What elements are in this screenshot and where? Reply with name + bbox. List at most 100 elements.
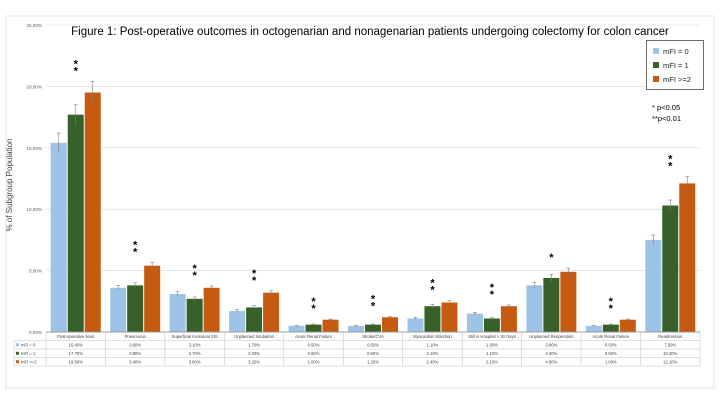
table-cell: 2.10% [486,359,498,364]
bar-mfi0 [585,325,602,332]
bar-mfi0 [169,293,186,332]
bar-mfi2 [679,183,696,332]
table-cell: 0.60% [308,351,320,356]
significance-marker: * [430,285,435,297]
bar-mfi2 [500,306,517,332]
table-cell: 17.70% [69,351,83,356]
significance-marker: * [133,240,138,252]
bar-mfi2 [144,265,161,332]
significance-marker: * [609,303,614,315]
table-cell: 0.50% [308,342,320,347]
significance-marker: * [252,268,257,280]
x-tick-label: Acute Renal Failure [592,334,629,339]
table-cell: 1.20% [367,359,379,364]
legend-item-mfi1: mFI = 1 [653,59,689,71]
table-cell: 1.10% [486,351,498,356]
significance-note-double: **p<0.01 [652,114,681,123]
legend-swatch-mfi1 [653,62,659,68]
y-tick-label: 15.00% [26,146,42,151]
legend-swatch-mfi2 [653,76,659,82]
table-cell: 3.20% [248,359,260,364]
significance-marker: * [133,247,138,259]
bar-mfi2 [560,271,577,332]
bar-mfi0 [288,325,305,332]
table-cell: 19.50% [69,359,83,364]
significance-marker: * [609,296,614,308]
y-tick-label: 5.00% [29,269,42,274]
table-cell: 1.00% [308,359,320,364]
table-cell: 10.30% [663,351,677,356]
table-cell: 4.40% [545,351,557,356]
table-legend-key-mfi2 [16,360,19,364]
table-cell: 3.10% [189,342,201,347]
legend-item-mfi2: mFI >=2 [653,73,691,85]
table-legend-key-mfi0 [16,343,19,347]
x-tick-label: Still in Hospital > 30 Days [468,334,516,339]
table-cell: 3.60% [189,359,201,364]
error-bars [56,81,690,327]
bar-mfi1 [365,324,381,332]
legend-label-mfi0: mFI = 0 [663,46,689,56]
significance-marker: * [430,278,435,290]
x-tick-label: Myocardial Infarction [413,334,452,339]
table-cell: 0.50% [605,342,617,347]
bar-mfi2 [84,92,101,332]
data-table: Post-operative Ileus Pneumonia Superficial… [13,331,701,367]
table-cell: 12.10% [663,359,677,364]
bar-mfi1 [424,306,441,332]
table-row-label-mfi2: mFI >=2 [21,359,37,364]
significance-marker: * [74,65,79,77]
bar-mfi1 [305,324,322,332]
table-cell: 4.90% [545,359,557,364]
bar-mfi2 [263,292,280,332]
significance-marker: * [668,154,673,166]
table-cell: 2.00% [248,351,260,356]
bar-mfi1 [246,307,263,332]
x-tick-label: Stroke/CVA [362,334,384,339]
table-cell: 7.50% [664,342,676,347]
significance-marker: * [192,270,197,282]
legend-item-mfi0: mFI = 0 [653,45,689,57]
x-tick-label: Superficial Incisional SSI [172,334,218,339]
x-tick-label: Post-operative Ileus [57,334,94,339]
bar-mfi1 [602,324,619,332]
bar-mfi0 [645,239,662,332]
y-tick-label: 25.00% [26,23,42,28]
significance-marker: * [192,263,197,275]
table-cell: 5.40% [129,359,141,364]
table-cell: 1.00% [605,359,617,364]
bar-mfi0 [348,325,364,332]
y-tick-label: 20.00% [26,84,42,89]
significance-marker: * [490,282,495,294]
significance-marker: * [252,275,257,287]
legend-label-mfi1: mFI = 1 [663,60,689,70]
bar-mfi2 [322,319,339,332]
significance-marker: * [668,161,673,173]
x-tick-label: Readmission [658,334,683,339]
bar-mfi1 [127,285,144,332]
y-tick-label: 0.00% [29,330,42,335]
significance-marker: * [311,303,316,315]
significance-marker: * [549,252,554,264]
bar-mfi0 [229,311,246,332]
bar-mfi2 [619,319,636,332]
y-tick-label: 10.00% [26,207,42,212]
bars [50,92,696,332]
y-axis-label: % of Subgroup Population [5,139,14,232]
bar-mfi2 [382,317,398,332]
bar-mfi1 [67,114,84,332]
bar-mfi0 [526,285,543,332]
bar-mfi1 [186,298,203,332]
significance-marker: * [74,58,79,70]
table-cell: 3.60% [129,342,141,347]
x-tick-label: Pneumonia [125,334,147,339]
significance-marker: * [371,294,376,306]
bar-mfi1 [662,205,679,332]
table-row-label-mfi0: mFI = 0 [21,342,36,347]
table-cell: 2.40% [427,359,439,364]
table-cell: 15.40% [69,342,83,347]
bar-mfi2 [203,287,220,332]
legend-swatch-mfi0 [653,48,659,54]
bar-mfi0 [50,142,67,332]
